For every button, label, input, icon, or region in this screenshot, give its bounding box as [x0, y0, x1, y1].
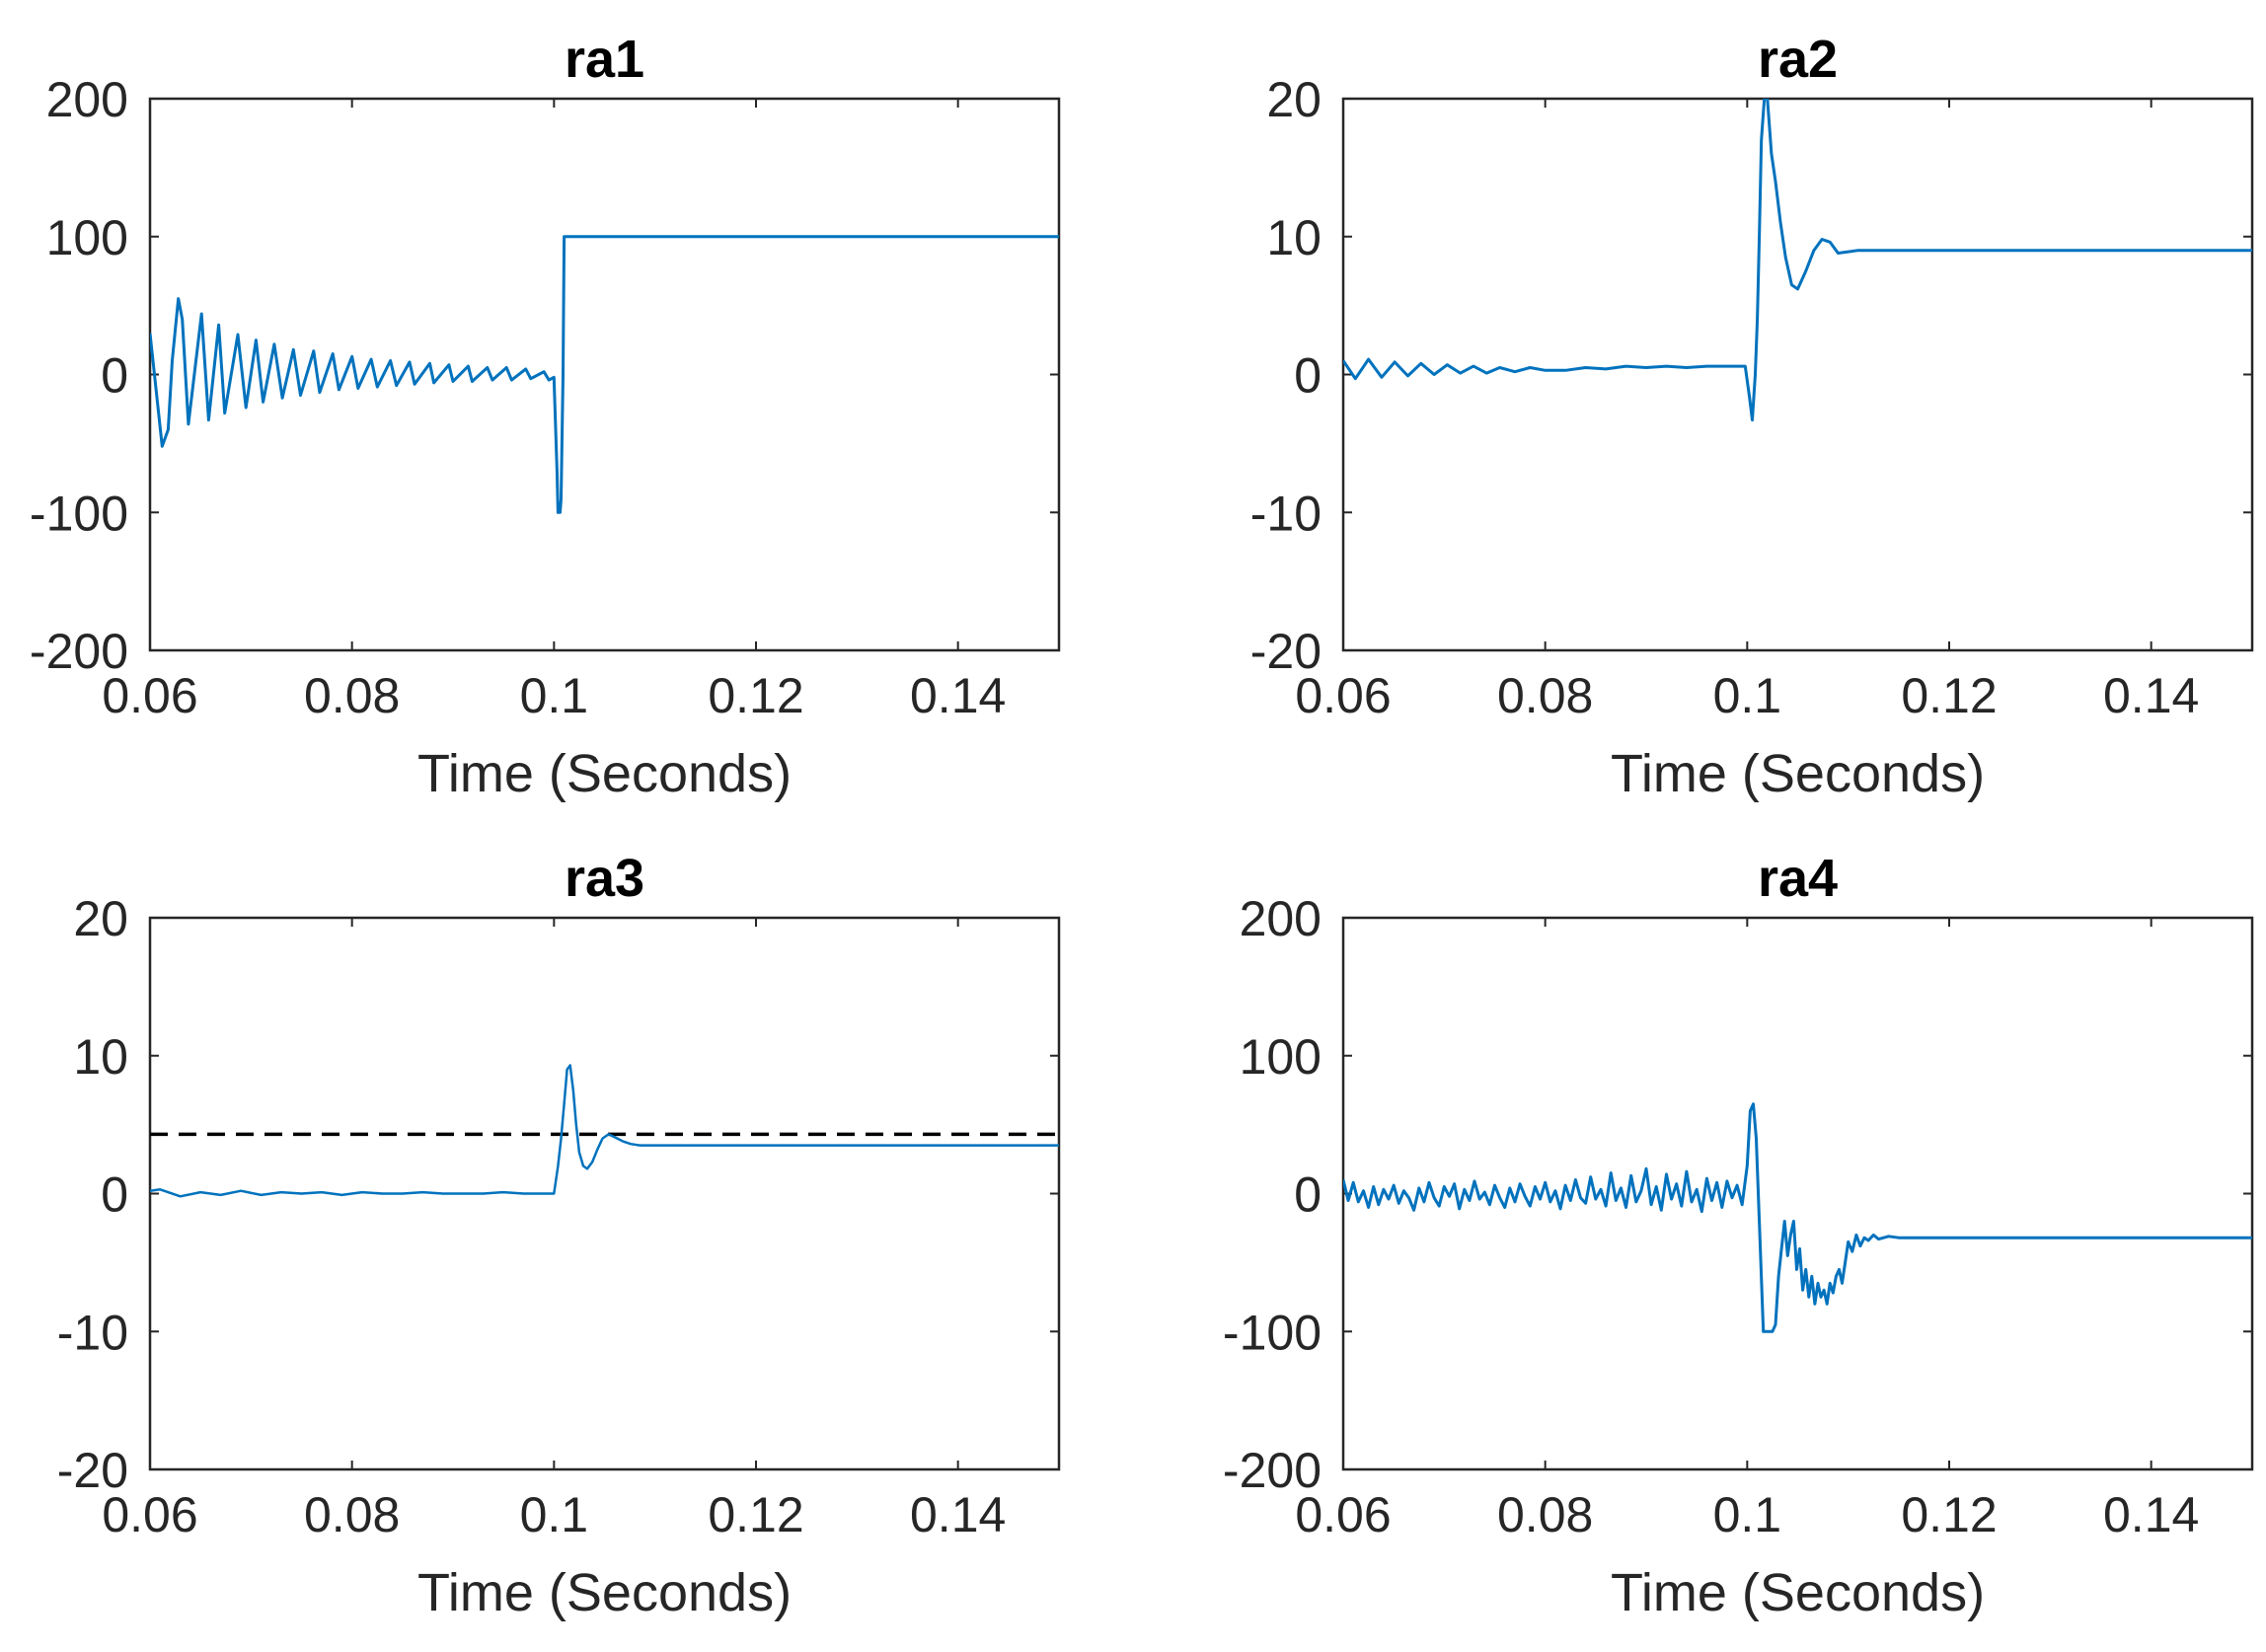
y-tick-label: 10: [1266, 210, 1322, 265]
x-tick-label: 0.12: [1901, 668, 1997, 723]
y-tick-label: -10: [1250, 486, 1322, 541]
x-tick-label: 0.12: [708, 1487, 803, 1542]
x-tick-label: 0.14: [2103, 1487, 2199, 1542]
y-tick-label: 10: [73, 1029, 128, 1085]
y-tick-label: -20: [57, 1443, 128, 1498]
chart-title: ra2: [1758, 30, 1838, 89]
x-tick-label: 0.12: [1901, 1487, 1997, 1542]
y-tick-label: 0: [1294, 348, 1322, 404]
subplot-ra1: 0.06 0.08 0.1 0.12 0.14 -200 -100 0 100 200 ra1 Tim…: [30, 30, 1061, 803]
x-tick-label: 0.14: [910, 668, 1006, 723]
x-tick-label: 0.06: [102, 1487, 197, 1542]
chart-title: ra1: [565, 30, 644, 89]
y-tick-label: 200: [46, 72, 128, 127]
series-line-ra3: [150, 1064, 1059, 1198]
plot-area: [1341, 97, 2254, 652]
series-line-ra4: [1343, 1102, 2252, 1333]
x-axis-label: Time (Seconds): [417, 744, 792, 803]
chart-title: ra4: [1758, 849, 1838, 908]
y-tick-label: -200: [30, 624, 128, 679]
y-tick-label: -10: [57, 1305, 128, 1360]
y-tick-label: 0: [101, 1167, 128, 1223]
y-tick-label: -100: [1223, 1305, 1322, 1360]
y-tick-label: 100: [1240, 1029, 1322, 1085]
y-tick-label: 100: [46, 210, 128, 265]
plot-area: [148, 97, 1061, 652]
chart-title: ra3: [565, 849, 644, 908]
x-tick-label: 0.12: [708, 668, 803, 723]
subplot-ra4: 0.06 0.08 0.1 0.12 0.14 -200 -100 0 100 200 ra4 Tim…: [1223, 849, 2254, 1622]
x-tick-label: 0.08: [1497, 668, 1593, 723]
x-tick-label: 0.08: [304, 1487, 400, 1542]
x-tick-label: 0.1: [1713, 668, 1782, 723]
x-tick-label: 0.08: [304, 668, 400, 723]
y-tick-label: -100: [30, 486, 128, 541]
y-tick-label: 20: [73, 891, 128, 946]
y-tick-label: -200: [1223, 1443, 1322, 1498]
x-tick-label: 0.1: [1713, 1487, 1782, 1542]
x-tick-label: 0.06: [1295, 668, 1391, 723]
x-axis-label: Time (Seconds): [1611, 744, 1985, 803]
x-tick-label: 0.1: [520, 668, 589, 723]
x-tick-label: 0.06: [1295, 1487, 1391, 1542]
y-tick-label: 20: [1266, 72, 1322, 127]
x-tick-label: 0.06: [102, 668, 197, 723]
subplot-ra2: 0.06 0.08 0.1 0.12 0.14 -20 -10 0 10 20 ra2 Time (S…: [1250, 30, 2254, 803]
y-tick-label: -20: [1250, 624, 1322, 679]
x-tick-label: 0.14: [910, 1487, 1006, 1542]
x-tick-label: 0.14: [2103, 668, 2199, 723]
series-line-ra1: [150, 235, 1059, 514]
series-line-ra2: [1343, 99, 2252, 422]
x-axis-label: Time (Seconds): [1611, 1563, 1985, 1622]
y-tick-label: 0: [101, 348, 128, 404]
subplot-ra3: 0.06 0.08 0.1 0.12 0.14 -20 -10 0 10 20 ra3 Time (S…: [57, 849, 1061, 1622]
y-tick-label: 0: [1294, 1167, 1322, 1223]
plot-area: [1341, 916, 2254, 1471]
x-tick-label: 0.1: [520, 1487, 589, 1542]
x-tick-label: 0.08: [1497, 1487, 1593, 1542]
y-tick-label: 200: [1240, 891, 1322, 946]
x-axis-label: Time (Seconds): [417, 1563, 792, 1622]
